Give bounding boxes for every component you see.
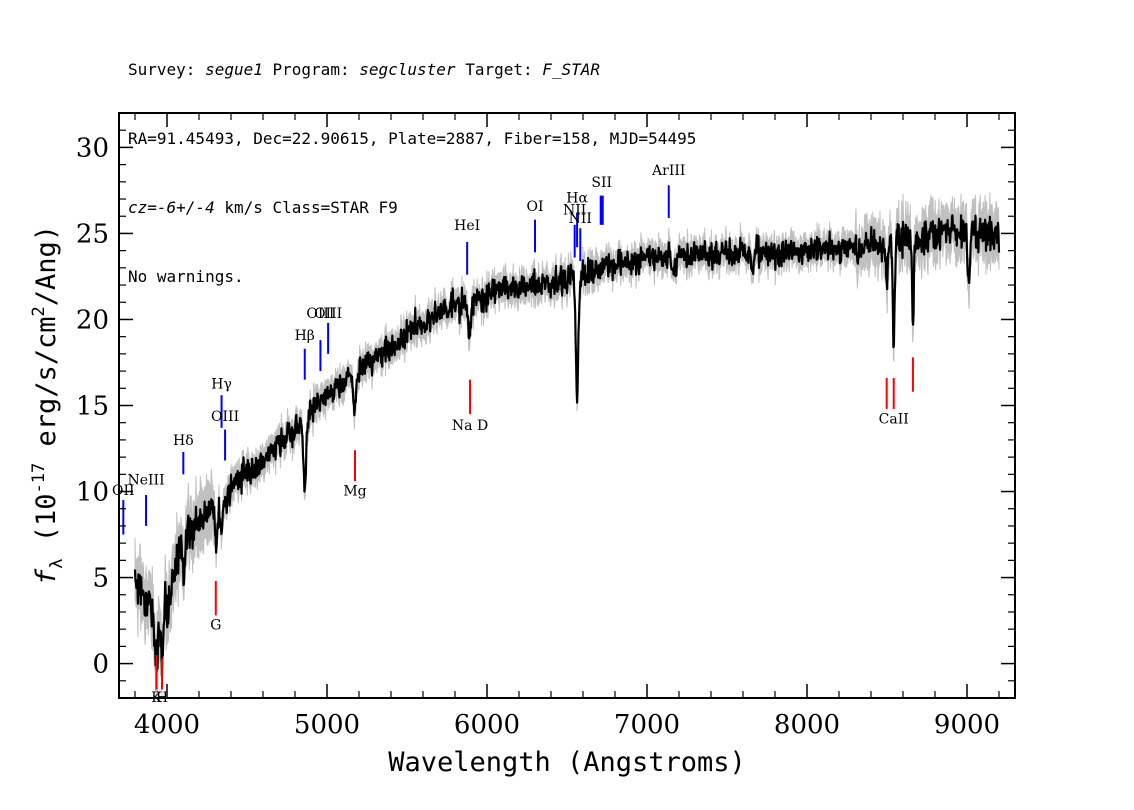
y-axis-label-part-3: -17 bbox=[29, 463, 49, 494]
emission-marker-label: Hδ bbox=[173, 433, 194, 449]
x-tick-label: 4000 bbox=[134, 710, 200, 740]
survey-label: Survey: bbox=[128, 60, 196, 79]
emission-marker-label: Hα bbox=[566, 190, 588, 206]
program-label: Program: bbox=[272, 60, 350, 79]
header-line-3: cz=-6+/-4 km/s Class=STAR F9 bbox=[128, 196, 696, 219]
absorption-marker-label: Na D bbox=[452, 418, 488, 434]
y-axis-label: fλ (10-17 erg/s/cm2/Ang) bbox=[29, 225, 67, 585]
emission-marker-label: ArIII bbox=[651, 163, 685, 179]
flux-series bbox=[133, 214, 1001, 678]
y-tick-label: 15 bbox=[76, 392, 109, 422]
program-value: segcluster bbox=[359, 60, 456, 79]
axis-ticks: 4000 5000 6000 7000 8000 9000 0 5 10 15 20 25 30 bbox=[76, 112, 1015, 740]
y-tick-label: 5 bbox=[92, 564, 109, 594]
emission-marker-label: NII bbox=[569, 211, 592, 227]
redshift-value: cz=-6+/-4 bbox=[128, 198, 215, 217]
absorption-marker-label: G bbox=[210, 618, 221, 634]
emission-marker-label: NeIII bbox=[127, 473, 164, 489]
absorption-marker-label: Mg bbox=[343, 484, 366, 500]
emission-marker-label: OIII bbox=[211, 409, 239, 425]
x-tick-label: 7000 bbox=[614, 710, 680, 740]
header-line-1: Survey: segue1 Program: segcluster Targe… bbox=[128, 58, 696, 81]
spectrum-header: Survey: segue1 Program: segcluster Targe… bbox=[128, 12, 696, 311]
y-axis-label-part-0: f bbox=[31, 568, 62, 585]
emission-marker-label: OIII bbox=[314, 306, 342, 322]
emission-marker-label: OIII bbox=[306, 306, 334, 322]
y-tick-label: 0 bbox=[92, 650, 109, 680]
header-line-2: RA=91.45493, Dec=22.90615, Plate=2887, F… bbox=[128, 129, 697, 148]
emission-marker-label: HeI bbox=[454, 218, 480, 234]
x-tick-label: 5000 bbox=[294, 710, 360, 740]
y-tick-label: 30 bbox=[76, 133, 109, 163]
emission-marker-label: NII bbox=[563, 203, 586, 219]
x-tick-label: 8000 bbox=[774, 710, 840, 740]
header-line-4: No warnings. bbox=[128, 267, 244, 286]
emission-marker-label: SII bbox=[591, 175, 612, 191]
class-info: km/s Class=STAR F9 bbox=[224, 198, 398, 217]
error-band bbox=[134, 192, 1000, 698]
y-axis-label-part-2: (10 bbox=[31, 494, 62, 559]
y-axis-label-part-4: erg/s/cm bbox=[31, 316, 62, 462]
y-tick-label: 25 bbox=[76, 219, 109, 249]
y-axis-label-part-6: /Ang) bbox=[31, 225, 62, 306]
y-tick-label: 20 bbox=[76, 305, 109, 335]
absorption-marker-label: CaII bbox=[879, 411, 909, 427]
error-band-area bbox=[134, 192, 1000, 698]
flux-line bbox=[133, 214, 1001, 678]
target-value: F_STAR bbox=[542, 60, 601, 79]
target-label: Target: bbox=[465, 60, 533, 79]
y-tick-label: 10 bbox=[76, 478, 109, 508]
emission-marker-label: Hγ bbox=[211, 376, 232, 392]
x-tick-label: 6000 bbox=[454, 710, 520, 740]
y-axis-label-part-5: 2 bbox=[29, 306, 49, 316]
emission-marker-label: OI bbox=[526, 199, 543, 215]
x-axis-label: Wavelength (Angstroms) bbox=[388, 747, 746, 778]
emission-marker-label: Hβ bbox=[295, 328, 315, 344]
survey-value: segue1 bbox=[205, 60, 263, 79]
y-axis-label-part-1: λ bbox=[47, 559, 67, 569]
x-tick-label: 9000 bbox=[934, 710, 1000, 740]
